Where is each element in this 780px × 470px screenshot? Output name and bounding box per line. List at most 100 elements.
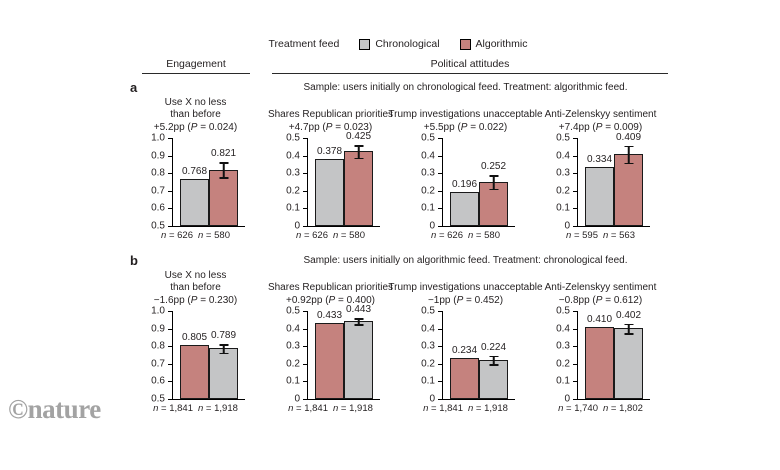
chart-a4: Anti-Zelenskyy sentiment +7.4pp (P = 0.00… (533, 95, 668, 241)
bar-chronological: 0.768 (180, 166, 209, 226)
n-label: n = 580 (468, 230, 500, 241)
y-tick-label: 0.2 (421, 185, 435, 197)
n-label: n = 1,841 (423, 403, 463, 414)
plot-area: 0.768 0.821 (172, 138, 245, 227)
y-tick-label: 0.3 (556, 340, 570, 352)
y-tick-label: 0.4 (556, 323, 570, 335)
bar-value-label: 0.378 (316, 146, 343, 158)
y-tick-label: 0 (564, 220, 570, 232)
plot-row: 0.5 0.4 0.3 0.2 0.1 0 0.433 0.443 (281, 304, 380, 405)
chart-title-line: than before (170, 109, 221, 121)
chart-b1: Use X no less than before −1.6pp (P = 0.23… (128, 268, 263, 414)
effect-size-line: +5.2pp (P = 0.024) (153, 122, 238, 134)
y-tick-label: 0.9 (151, 323, 165, 335)
n-labels: n = 1,841 n = 1,918 (153, 403, 238, 414)
legend-label-chronological: Chronological (375, 38, 440, 50)
y-tick-label: 0 (294, 220, 300, 232)
sample-caption-a: Sample: users initially on chronological… (303, 82, 628, 93)
y-tick-mark (303, 226, 307, 227)
bar-algorithmic: 0.410 (585, 314, 614, 399)
y-axis: 0.5 0.4 0.3 0.2 0.1 0 (551, 133, 577, 232)
nature-logo: ©nature (8, 394, 101, 424)
chart-title-line: Trump investigations unacceptable (388, 282, 543, 294)
bars-group: 0.334 0.409 (578, 132, 650, 226)
n-labels: n = 626 n = 580 (296, 230, 365, 241)
legend-item-chronological: Chronological (359, 38, 440, 50)
y-tick-label: 0.5 (421, 305, 435, 317)
bar-value-label: 0.821 (210, 148, 237, 160)
bar-chronological: 0.402 (614, 310, 643, 399)
y-tick-label: 0.2 (286, 358, 300, 370)
y-tick-label: 0.5 (151, 220, 165, 232)
chart-a3: Trump investigations unacceptable +5.5pp … (388, 95, 542, 241)
y-tick-label: 0.7 (151, 185, 165, 197)
bar-algorithmic: 0.409 (614, 132, 643, 226)
y-tick-mark (303, 155, 307, 157)
y-tick-label: 0.8 (151, 167, 165, 179)
bar-value-label: 0.334 (586, 154, 613, 166)
effect-size-line: −1pp (P = 0.452) (427, 295, 504, 307)
n-label: n = 1,841 (288, 403, 328, 414)
y-tick-label: 1.0 (151, 132, 165, 144)
effect-size-line: +4.7pp (P = 0.023) (288, 122, 373, 134)
y-tick-mark (303, 173, 307, 175)
y-tick-label: 0 (564, 393, 570, 405)
n-label: n = 626 (296, 230, 328, 241)
plot-area: 0.196 0.252 (442, 138, 515, 227)
y-tick-label: 0.3 (556, 167, 570, 179)
panel-label-b: b (130, 253, 138, 268)
bars-group: 0.805 0.789 (173, 330, 245, 399)
n-label: n = 1,802 (603, 403, 643, 414)
y-tick-label: 0.1 (286, 375, 300, 387)
plot-row: 1.0 0.9 0.8 0.7 0.6 0.5 0.805 0.789 (146, 306, 245, 405)
error-bar (219, 344, 228, 355)
bars-group: 0.234 0.224 (443, 342, 515, 399)
y-tick-mark (168, 155, 172, 157)
chart-title-line: Use X no less (164, 96, 227, 108)
y-tick-mark (573, 311, 577, 312)
y-tick-label: 0.5 (151, 393, 165, 405)
bar-algorithmic: 0.252 (479, 161, 508, 226)
y-tick-label: 0.7 (151, 358, 165, 370)
y-tick-label: 0.1 (421, 375, 435, 387)
bar-value-label: 0.402 (615, 309, 642, 321)
y-tick-label: 0.6 (151, 375, 165, 387)
chart-title-line: than before (170, 282, 221, 294)
bar-value-label: 0.234 (451, 344, 478, 356)
y-axis: 0.5 0.4 0.3 0.2 0.1 0 (281, 306, 307, 405)
y-tick-label: 0.4 (556, 150, 570, 162)
n-label: n = 1,740 (558, 403, 598, 414)
y-tick-mark (168, 399, 172, 400)
n-label: n = 580 (333, 230, 365, 241)
y-tick-label: 0.5 (556, 305, 570, 317)
y-tick-mark (303, 381, 307, 383)
y-axis: 0.5 0.4 0.3 0.2 0.1 0 (416, 133, 442, 232)
y-tick-label: 0.4 (421, 150, 435, 162)
y-tick-mark (303, 363, 307, 365)
y-axis: 1.0 0.9 0.8 0.7 0.6 0.5 (146, 306, 172, 405)
y-tick-mark (438, 363, 442, 365)
section-header-political: Political attitudes (272, 58, 668, 74)
chart-title-line: Trump investigations unacceptable (388, 109, 543, 121)
plot-area: 0.234 0.224 (442, 311, 515, 400)
algorithmic-swatch-icon (459, 38, 471, 50)
plot-area: 0.433 0.443 (307, 304, 380, 400)
sample-caption-b: Sample: users initially on algorithmic f… (303, 255, 628, 266)
y-tick-label: 0.5 (286, 305, 300, 317)
n-labels: n = 626 n = 580 (161, 230, 230, 241)
chart-title-line: Shares Republican priorities (267, 109, 394, 121)
y-tick-label: 0.4 (286, 323, 300, 335)
y-tick-mark (303, 208, 307, 210)
legend-label-algorithmic: Algorithmic (475, 38, 528, 50)
chart-title: Anti-Zelenskyy sentiment +7.4pp (P = 0.00… (545, 95, 657, 135)
y-tick-mark (573, 208, 577, 210)
section-headers: Engagement Political attitudes (128, 58, 668, 74)
n-label: n = 626 (431, 230, 463, 241)
y-tick-label: 0.2 (421, 358, 435, 370)
chart-title: Trump investigations unacceptable +5.5pp … (388, 95, 542, 135)
y-tick-label: 0.5 (286, 132, 300, 144)
n-labels: n = 595 n = 563 (566, 230, 635, 241)
bars-group: 0.196 0.252 (443, 161, 515, 226)
y-tick-mark (168, 363, 172, 365)
